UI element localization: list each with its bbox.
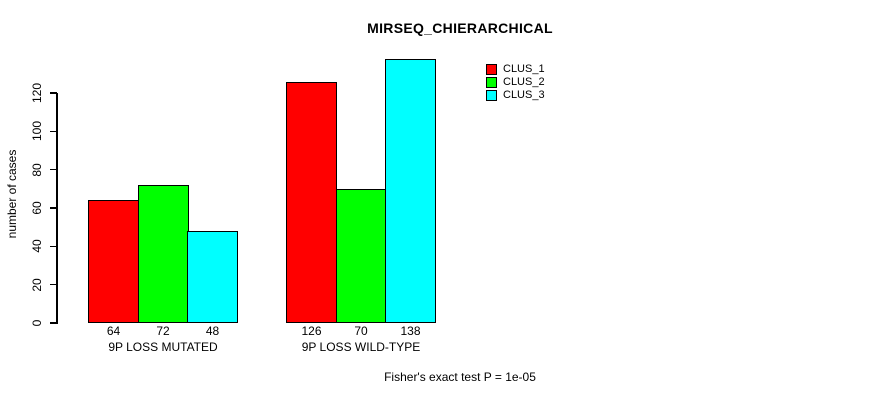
- bar-clus_2-1: [137, 185, 189, 323]
- legend-swatch-icon: [486, 90, 497, 101]
- legend-label: CLUS_2: [503, 76, 545, 88]
- y-tick-label: 120: [30, 82, 44, 104]
- bar-clus_3-1: [187, 231, 238, 323]
- y-tick-label: 20: [30, 277, 44, 292]
- bar-value-label: 72: [156, 324, 170, 338]
- legend-swatch-icon: [486, 77, 497, 88]
- bar-value-label: 64: [106, 324, 121, 338]
- y-tick: [50, 245, 57, 248]
- y-tick: [50, 322, 57, 324]
- y-tick: [50, 130, 57, 133]
- legend-item-clus_1: CLUS_1: [486, 63, 545, 76]
- legend-swatch-icon: [486, 64, 497, 75]
- stat-test-note: Fisher's exact test P = 1e-05: [384, 370, 536, 384]
- bar-value-label: 138: [400, 324, 421, 338]
- bar-clus_1-1: [88, 200, 139, 323]
- y-tick-label: 60: [30, 201, 44, 215]
- x-category-label: 9P LOSS WILD-TYPE: [301, 340, 421, 354]
- legend-label: CLUS_3: [503, 89, 545, 101]
- chart-title: MIRSEQ_CHIERARCHICAL: [367, 20, 553, 36]
- y-tick-label: 0: [30, 319, 44, 327]
- y-axis-line: [56, 92, 58, 324]
- bar-clus_2-2: [335, 188, 387, 323]
- y-tick-label: 40: [30, 239, 44, 254]
- bar-value-label: 48: [205, 324, 220, 338]
- legend-label: CLUS_1: [503, 63, 545, 75]
- bar-clus_3-2: [385, 58, 436, 323]
- x-category-label: 9P LOSS MUTATED: [108, 340, 218, 354]
- y-tick: [50, 92, 57, 94]
- y-tick: [50, 168, 57, 171]
- y-tick: [50, 207, 57, 209]
- y-tick-label: 80: [30, 162, 44, 177]
- bar-value-label: 70: [354, 324, 368, 338]
- y-axis-title: number of cases: [5, 149, 19, 239]
- bar-clus_1-2: [286, 81, 337, 323]
- y-tick: [50, 283, 57, 286]
- legend: CLUS_1 CLUS_2 CLUS_3: [486, 63, 545, 102]
- y-tick-label: 100: [30, 121, 44, 142]
- legend-item-clus_2: CLUS_2: [486, 76, 545, 89]
- legend-item-clus_3: CLUS_3: [486, 89, 545, 102]
- bar-value-label: 126: [301, 324, 322, 338]
